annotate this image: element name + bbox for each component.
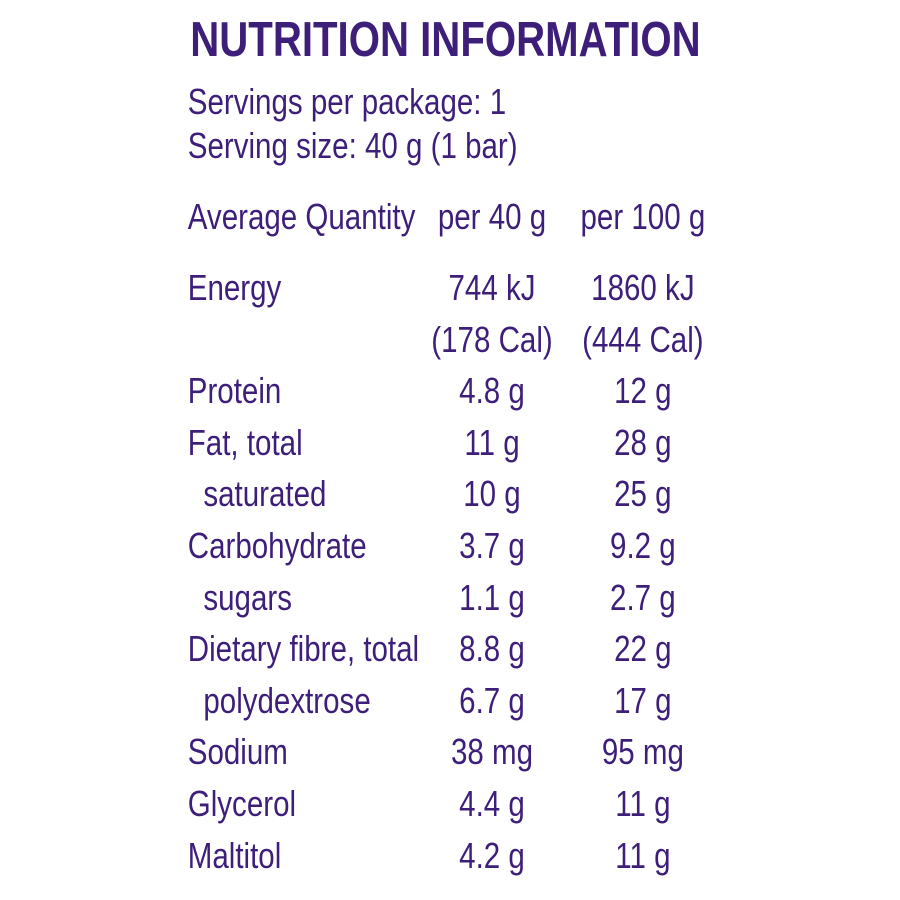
value-per-100g: 28 g <box>614 421 672 463</box>
nutrient-label: Dietary fibre, total <box>187 628 420 670</box>
nutrient-label: Glycerol <box>187 783 297 824</box>
serving-size: Serving size: 40 g (1 bar) <box>187 125 518 166</box>
value-per-serving: 4.4 g <box>459 783 525 824</box>
value-per-100g: 11 g <box>615 834 671 876</box>
header-per-100g: per 100 g <box>580 196 706 237</box>
header-per-40g: per 40 g <box>437 196 547 237</box>
value-per-serving: 10 g <box>463 473 521 515</box>
value-per-100g: 1860 kJ <box>591 267 695 308</box>
nutrient-label: saturated <box>203 473 327 515</box>
value-per-serving: 4.8 g <box>459 370 525 412</box>
value-per-100g: 9.2 g <box>610 525 676 566</box>
value-per-100g: 22 g <box>614 628 672 670</box>
nutrient-label: Carbohydrate <box>187 525 367 566</box>
value-per-serving: 1.1 g <box>459 576 525 618</box>
value-per-serving: 11 g <box>464 421 520 463</box>
servings-per-package: Servings per package: 1 <box>187 81 507 122</box>
value-per-100g: 11 g <box>615 783 671 824</box>
panel-title: NUTRITION INFORMATION <box>190 13 701 67</box>
nutrient-label: Energy <box>187 267 282 308</box>
value-per-serving: 4.2 g <box>459 834 525 876</box>
value-per-100g: 2.7 g <box>610 576 676 618</box>
nutrient-label: Maltitol <box>187 834 282 876</box>
nutrient-label: Protein <box>187 370 282 412</box>
value-per-serving: 8.8 g <box>459 628 525 670</box>
value-per-100g: 12 g <box>614 370 672 412</box>
value-per-serving: 744 kJ <box>448 267 536 308</box>
value-per-100g: 95 mg <box>601 731 684 773</box>
value-per-serving: 38 mg <box>450 731 534 773</box>
value-per-100g: 25 g <box>614 473 672 515</box>
value-per-serving: 3.7 g <box>459 525 525 566</box>
value-per-serving: (178 Cal) <box>431 318 553 360</box>
nutrient-label: polydextrose <box>203 679 371 721</box>
header-average-quantity: Average Quantity <box>187 196 416 237</box>
value-per-100g: (444 Cal) <box>582 318 704 360</box>
nutrient-label: Fat, total <box>187 421 303 463</box>
value-per-100g: 17 g <box>614 679 672 721</box>
nutrient-label: sugars <box>203 576 292 618</box>
nutrient-label: Sodium <box>187 731 288 773</box>
value-per-serving: 6.7 g <box>459 679 525 721</box>
